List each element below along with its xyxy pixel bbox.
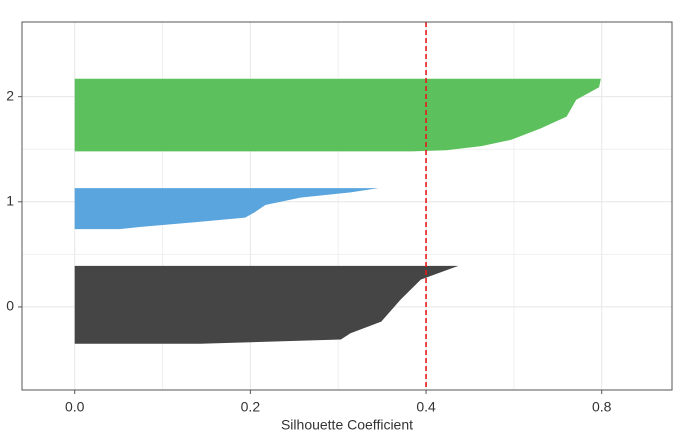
silhouette-area bbox=[74, 78, 601, 152]
panel-border bbox=[21, 21, 673, 391]
y-tick-label: 0 bbox=[6, 298, 14, 314]
x-tick-label: 0.2 bbox=[241, 399, 261, 415]
x-tick-label: 0.0 bbox=[65, 399, 85, 415]
x-tick-label: 0.4 bbox=[416, 399, 436, 415]
y-tick-label: 1 bbox=[6, 192, 14, 208]
silhouette-area bbox=[74, 265, 459, 344]
y-tick-label: 2 bbox=[6, 87, 14, 103]
x-axis-label: Silhouette Coefficient bbox=[281, 417, 413, 433]
silhouette-area bbox=[74, 188, 379, 230]
x-tick-label: 0.8 bbox=[592, 399, 612, 415]
